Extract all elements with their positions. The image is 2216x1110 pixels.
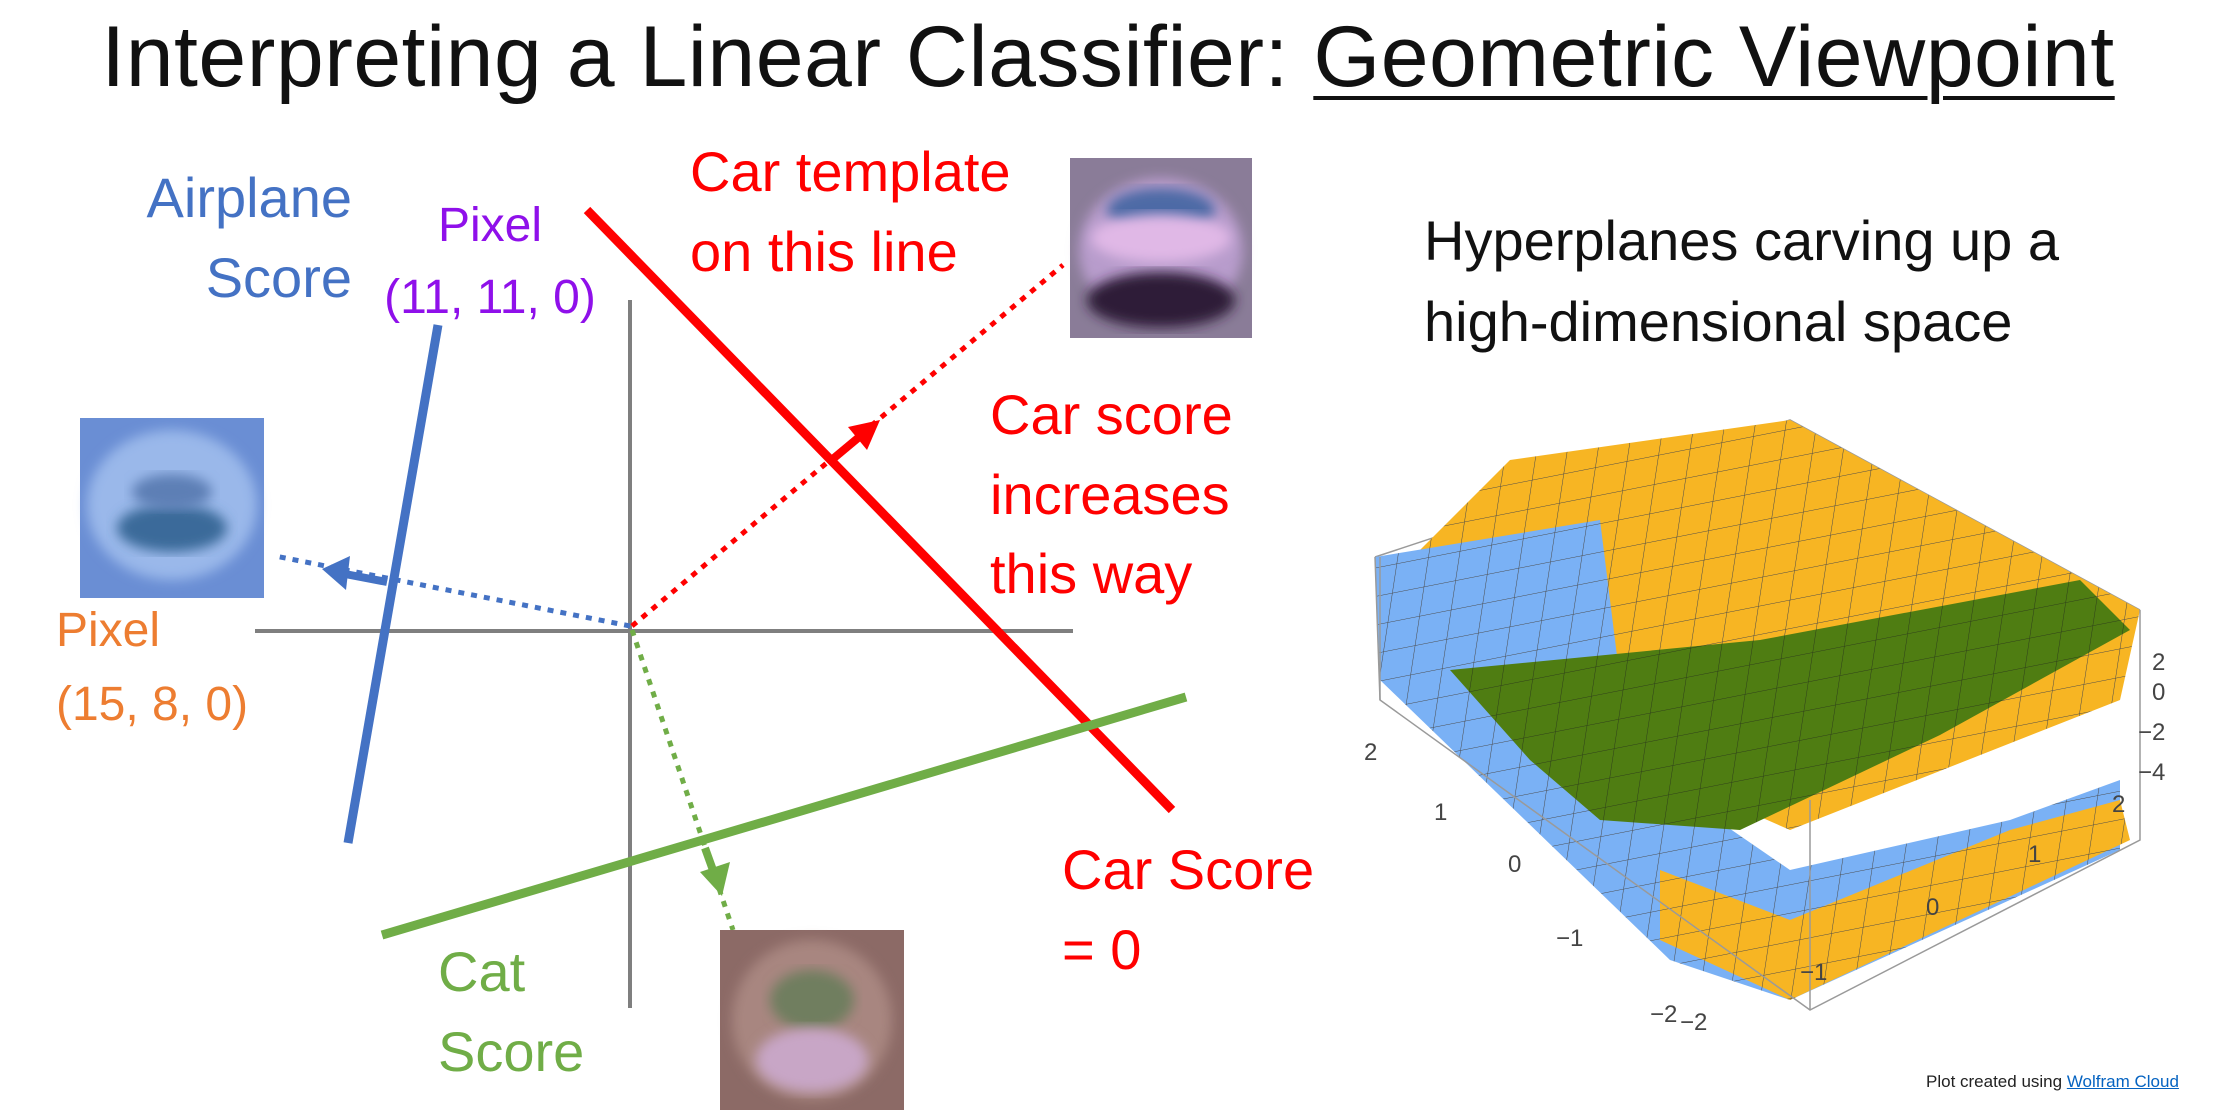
left-tick-2: 2 (1364, 739, 1377, 766)
airplane-arrow (322, 556, 388, 590)
hyperplanes-caption-line1: Hyperplanes carving up a (1424, 209, 2060, 272)
bottom-tick-0: 0 (1926, 894, 1939, 921)
plot-credit: Plot created using Wolfram Cloud (1926, 1072, 2179, 1092)
z-tick-neg4: −4 (2138, 759, 2165, 786)
airplane-label-line1: Airplane (146, 166, 352, 229)
page-title: Interpreting a Linear Classifier: Geomet… (0, 0, 2216, 112)
bottom-tick-neg1: −1 (1800, 959, 1827, 986)
cat-score-zero-line (380, 692, 1188, 940)
title-underlined: Geometric Viewpoint (1313, 9, 2115, 105)
car-template-label: Car template on this line (690, 132, 1011, 291)
car-increases-line1: Car score (990, 383, 1233, 446)
pixel-orange-line1: Pixel (56, 604, 161, 657)
geometric-diagram (80, 158, 1252, 1110)
left-tick-0: 0 (1508, 851, 1521, 878)
z-tick-2: 2 (2152, 649, 2165, 676)
car-score-zero-label: Car Score = 0 (1062, 830, 1314, 989)
bottom-tick-neg2: −2 (1680, 1009, 1707, 1036)
car-template-image (1070, 158, 1252, 338)
airplane-score-zero-line (343, 324, 443, 844)
pixel-purple-line1: Pixel (437, 199, 543, 252)
pixel-orange-line2: (15, 8, 0) (56, 678, 249, 732)
hyperplane-3d-plot: 2 0 −2 −4 2 1 0 −1 −2 −2 −1 0 1 2 (1364, 419, 2165, 1036)
car-zero-line2: = 0 (1062, 917, 1142, 981)
pixel-orange-label: Pixel (15, 8, 0) (56, 594, 248, 743)
airplane-template-image (80, 418, 264, 598)
car-increases-line2: increases (990, 462, 1230, 526)
car-score-zero-line (583, 206, 1176, 814)
pixel-purple-line2: (11, 11, 0) (384, 271, 596, 324)
cat-label-line2: Score (438, 1019, 585, 1083)
z-tick-neg2: −2 (2138, 719, 2165, 746)
wolfram-cloud-link[interactable]: Wolfram Cloud (2066, 1072, 2179, 1091)
car-template-line1: Car template (690, 140, 1011, 203)
car-template-line2: on this line (690, 219, 958, 283)
credit-prefix: Plot created using (1926, 1072, 2067, 1091)
hyperplanes-caption: Hyperplanes carving up a high-dimensiona… (1424, 200, 2059, 362)
left-tick-neg1: −1 (1556, 925, 1583, 952)
cat-template-image (720, 930, 904, 1110)
hyperplanes-caption-line2: high-dimensional space (1424, 290, 2013, 354)
left-tick-neg2: −2 (1650, 1001, 1677, 1028)
bottom-tick-1: 1 (2028, 841, 2041, 868)
title-prefix: Interpreting a Linear Classifier: (101, 9, 1314, 105)
pixel-purple-label: Pixel (11, 11, 0) (372, 190, 608, 334)
car-zero-line1: Car Score (1062, 838, 1315, 901)
cat-score-label: Cat Score (438, 932, 584, 1091)
bottom-tick-2: 2 (2112, 791, 2125, 818)
orange-hyperplane-front (1660, 800, 2130, 1000)
cat-arrow (700, 846, 730, 896)
car-score-increases-label: Car score increases this way (990, 375, 1233, 614)
z-tick-0: 0 (2152, 679, 2165, 706)
car-increases-line3: this way (990, 542, 1193, 606)
left-tick-1: 1 (1434, 799, 1447, 826)
car-arrow (831, 420, 880, 462)
airplane-score-label: Airplane Score (128, 158, 352, 317)
airplane-label-line2: Score (205, 245, 352, 309)
car-direction-dotted (630, 263, 1065, 628)
cat-label-line1: Cat (438, 940, 526, 1003)
plot-box-front (1374, 556, 2141, 1011)
green-hyperplane-surface (1450, 580, 2130, 830)
